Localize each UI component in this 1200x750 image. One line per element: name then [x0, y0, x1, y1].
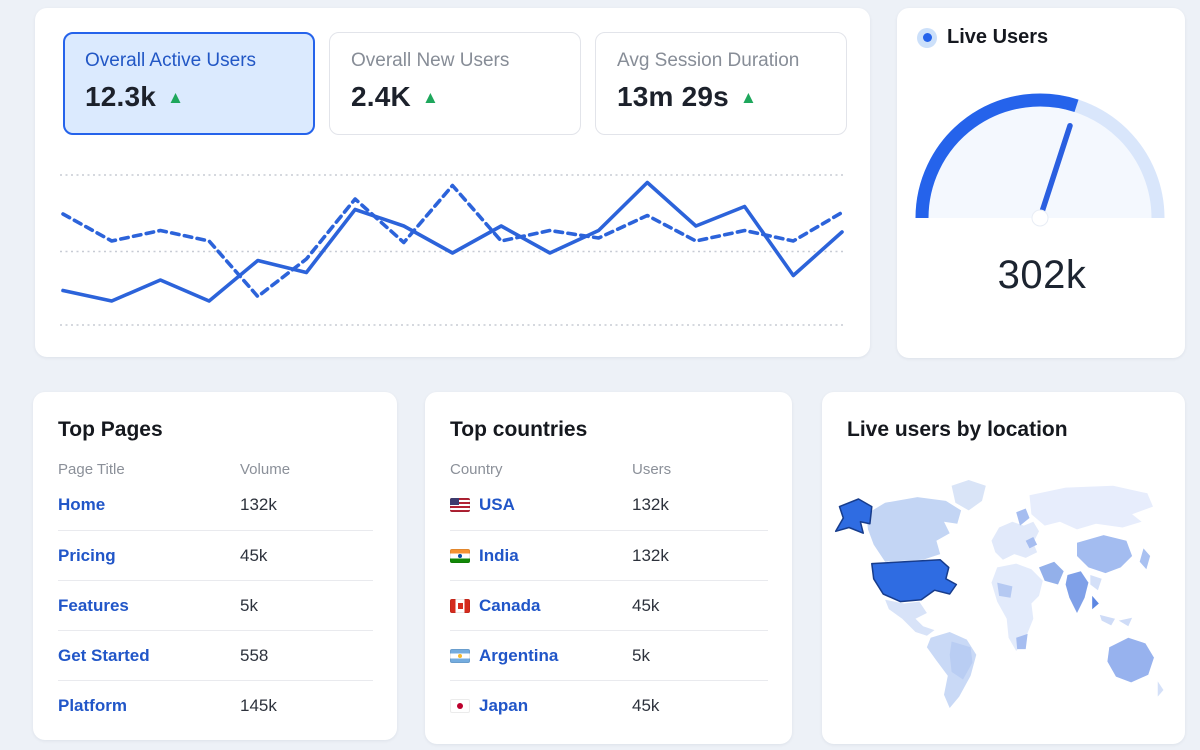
top-pages-header: Page Title Volume [58, 461, 373, 478]
map-region-africa_spot_west [997, 582, 1013, 598]
map-region-europe [991, 521, 1039, 560]
map-card: Live users by location [822, 392, 1185, 744]
map-region-indonesia [1099, 614, 1115, 626]
column-header: Page Title [58, 461, 125, 478]
flag-in-icon [450, 548, 470, 563]
top-country-link[interactable]: India [450, 546, 632, 566]
stat-card-session-duration[interactable]: Avg Session Duration 13m 29s ▲ [595, 32, 847, 135]
top-page-row: Features 5k [58, 580, 373, 630]
trend-up-icon: ▲ [739, 87, 757, 107]
top-country-value: 132k [632, 545, 669, 565]
stat-label: Overall New Users [351, 50, 510, 71]
map-title: Live users by location [847, 418, 1068, 441]
map-region-usa [871, 559, 958, 603]
map-region-china [1077, 535, 1133, 574]
map-region-se_asia [1090, 575, 1102, 591]
top-page-value: 45k [240, 545, 268, 565]
stat-card-new-users[interactable]: Overall New Users 2.4K ▲ [329, 32, 581, 135]
live-users-legend: Live Users [917, 26, 1048, 49]
flag-ca-icon [450, 598, 470, 613]
top-country-value: 45k [632, 595, 660, 615]
column-header: Volume [240, 461, 291, 478]
stat-label: Avg Session Duration [617, 50, 800, 71]
map-region-europe_spot [1016, 508, 1030, 526]
top-country-value: 5k [632, 645, 650, 665]
map-region-india [1065, 571, 1089, 613]
map-region-brazil [949, 641, 973, 680]
active-users-line-chart [60, 163, 845, 341]
top-page-row: Pricing 45k [58, 530, 373, 580]
top-countries-table: USA 132k India 132k Canada 45k Argentina 5k Japa… [450, 480, 768, 730]
stat-card-active-users[interactable]: Overall Active Users 12.3k ▲ [63, 32, 315, 135]
map-region-africa_spot_south [1016, 633, 1028, 650]
live-users-card: Live Users 302k [897, 8, 1185, 358]
top-country-row: India 132k [450, 530, 768, 580]
top-country-row: Argentina 5k [450, 630, 768, 680]
stat-label: Overall Active Users [85, 50, 257, 71]
top-page-value: 132k [240, 495, 277, 514]
top-country-value: 132k [632, 495, 669, 514]
world-map [830, 460, 1172, 728]
top-country-link[interactable]: USA [450, 495, 632, 515]
flag-ar-icon [450, 648, 470, 663]
stat-value: 2.4K [351, 81, 411, 112]
map-region-europe_spot [1025, 537, 1038, 549]
top-country-link[interactable]: Canada [450, 596, 632, 616]
live-users-value: 302k [997, 253, 1087, 297]
top-page-value: 145k [240, 695, 277, 715]
map-region-greenland [951, 480, 986, 511]
top-page-row: Home 132k [58, 480, 373, 530]
map-region-alaska [834, 498, 873, 534]
trend-up-icon: ▲ [421, 87, 439, 107]
live-users-gauge [900, 78, 1180, 238]
gauge-needle [1037, 122, 1073, 221]
top-country-row: Japan 45k [450, 680, 768, 730]
map-region-japan [1139, 548, 1151, 570]
map-region-malaysia [1092, 595, 1099, 610]
top-page-link[interactable]: Pricing [58, 545, 116, 565]
top-page-link[interactable]: Home [58, 495, 106, 514]
chart-series-active-users-current [61, 180, 844, 303]
map-region-canada [866, 497, 962, 562]
map-region-new_zealand [1157, 681, 1164, 697]
top-page-link[interactable]: Get Started [58, 645, 150, 665]
top-page-value: 558 [240, 645, 269, 665]
trend-up-icon: ▲ [167, 87, 184, 107]
top-pages-card: Top Pages Page Title Volume Home 132k Pric… [33, 392, 397, 740]
top-countries-title: Top countries [450, 418, 588, 441]
chart-series-active-users-previous [61, 183, 844, 299]
column-header: Country [450, 461, 503, 478]
top-page-row: Get Started 558 [58, 630, 373, 680]
legend-dot-icon [917, 27, 937, 48]
stat-card-row: Overall Active Users 12.3k ▲ Overall New… [63, 32, 847, 135]
top-countries-card: Top countries Country Users USA 132k India… [425, 392, 792, 744]
map-region-mexico [885, 599, 935, 636]
top-pages-title: Top Pages [58, 418, 163, 441]
map-region-australia [1107, 637, 1154, 683]
stat-value: 12.3k [85, 81, 157, 112]
legend-label: Live Users [947, 26, 1049, 48]
map-region-middle_east [1039, 561, 1064, 585]
top-pages-table: Home 132k Pricing 45k Features 5k Get Started 5… [58, 480, 373, 730]
top-country-link[interactable]: Argentina [450, 646, 632, 666]
top-country-value: 45k [632, 695, 660, 715]
top-page-row: Platform 145k [58, 680, 373, 730]
world-map-svg [834, 480, 1164, 708]
flag-us-icon [450, 498, 470, 512]
top-page-link[interactable]: Features [58, 595, 129, 615]
top-page-link[interactable]: Platform [58, 695, 127, 715]
column-header: Users [632, 461, 672, 478]
top-page-value: 5k [240, 595, 258, 615]
top-country-link[interactable]: Japan [450, 696, 632, 716]
top-country-row: Canada 45k [450, 580, 768, 630]
flag-jp-icon [450, 698, 470, 713]
top-countries-header: Country Users [450, 461, 768, 478]
map-region-russia [1029, 485, 1153, 530]
stat-value: 13m 29s [617, 81, 729, 112]
top-country-row: USA 132k [450, 480, 768, 530]
overview-card: Overall Active Users 12.3k ▲ Overall New… [35, 8, 870, 357]
map-region-indonesia [1118, 617, 1133, 627]
